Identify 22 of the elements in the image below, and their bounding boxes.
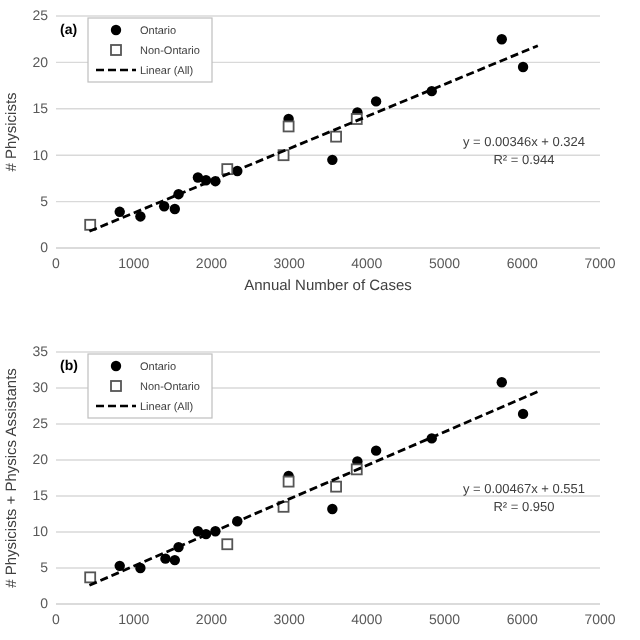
point — [84, 218, 97, 231]
point — [114, 206, 125, 218]
point — [221, 538, 234, 551]
point — [327, 503, 338, 515]
point — [330, 130, 342, 143]
point — [330, 480, 342, 493]
point — [169, 554, 181, 566]
point — [496, 377, 507, 388]
point — [370, 96, 382, 107]
point — [496, 34, 507, 45]
point — [327, 154, 338, 166]
point — [160, 553, 171, 564]
point — [370, 445, 382, 456]
point — [135, 211, 146, 222]
point — [282, 475, 295, 488]
point — [169, 203, 181, 215]
point — [114, 560, 125, 572]
point — [84, 571, 97, 584]
point — [158, 201, 170, 212]
point — [517, 408, 529, 420]
point — [221, 163, 234, 176]
point — [517, 61, 529, 73]
